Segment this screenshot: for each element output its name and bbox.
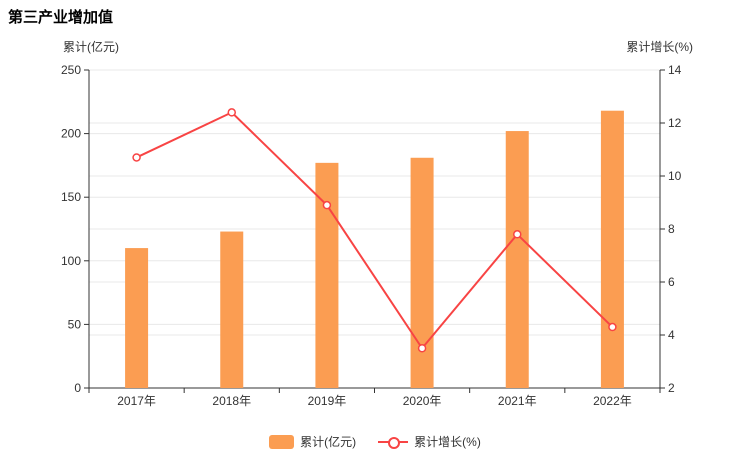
x-axis-label-2020年: 2020年 (403, 394, 442, 408)
legend-item-line[interactable]: 累计增长(%) (378, 433, 481, 450)
bar-2021年[interactable] (505, 131, 529, 388)
x-axis-label-2021年: 2021年 (498, 394, 537, 408)
bar-2017年[interactable] (125, 248, 149, 388)
line-point-2017年[interactable] (132, 153, 141, 162)
line-point-2020年[interactable] (417, 344, 427, 353)
left-axis-name: 累计(亿元) (63, 40, 119, 54)
bar-2022年[interactable] (600, 110, 624, 388)
right-axis-tick-label: 4 (668, 328, 675, 342)
right-axis-tick-label: 2 (668, 381, 675, 395)
line-legend-label: 累计增长(%) (414, 435, 481, 449)
left-axis-tick-label: 100 (61, 254, 81, 268)
legend-item-bar[interactable]: 累计(亿元) (269, 433, 356, 450)
left-axis-tick-label: 200 (61, 127, 81, 141)
x-axis-label-2018年: 2018年 (212, 394, 251, 408)
x-axis-label-2019年: 2019年 (308, 394, 347, 408)
x-axis-label-2017年: 2017年 (117, 394, 156, 408)
left-axis-tick-label: 150 (61, 190, 81, 204)
bar-legend-label: 累计(亿元) (300, 435, 357, 449)
left-axis-tick-label: 250 (61, 63, 81, 77)
line-point-2018年[interactable] (227, 108, 236, 117)
line-point-2021年[interactable] (513, 230, 522, 239)
line-point-2022年[interactable] (608, 322, 617, 332)
page-title: 第三产业增加值 (8, 9, 114, 26)
right-axis-tick-label: 6 (668, 275, 675, 289)
bar-2019年[interactable] (315, 162, 339, 388)
right-axis-tick-label: 14 (668, 63, 682, 77)
right-axis-tick-label: 12 (668, 116, 682, 130)
chart-legend: 累计(亿元) 累计增长(%) (0, 433, 750, 450)
growth-line (136, 111, 614, 350)
line-legend-marker-icon (388, 436, 401, 449)
right-axis-tick-label: 8 (668, 222, 675, 236)
line-point-2019年[interactable] (322, 200, 332, 210)
bar-2020年[interactable] (410, 157, 434, 388)
right-axis-name: 累计增长(%) (626, 40, 693, 54)
left-axis-tick-label: 50 (68, 317, 82, 331)
right-axis-tick-label: 10 (668, 169, 682, 183)
bar-legend-swatch (269, 434, 295, 449)
line-legend-swatch (378, 435, 409, 449)
x-axis-label-2022年: 2022年 (593, 394, 632, 408)
left-axis-tick-label: 0 (74, 381, 81, 395)
bar-2018年[interactable] (220, 231, 244, 388)
